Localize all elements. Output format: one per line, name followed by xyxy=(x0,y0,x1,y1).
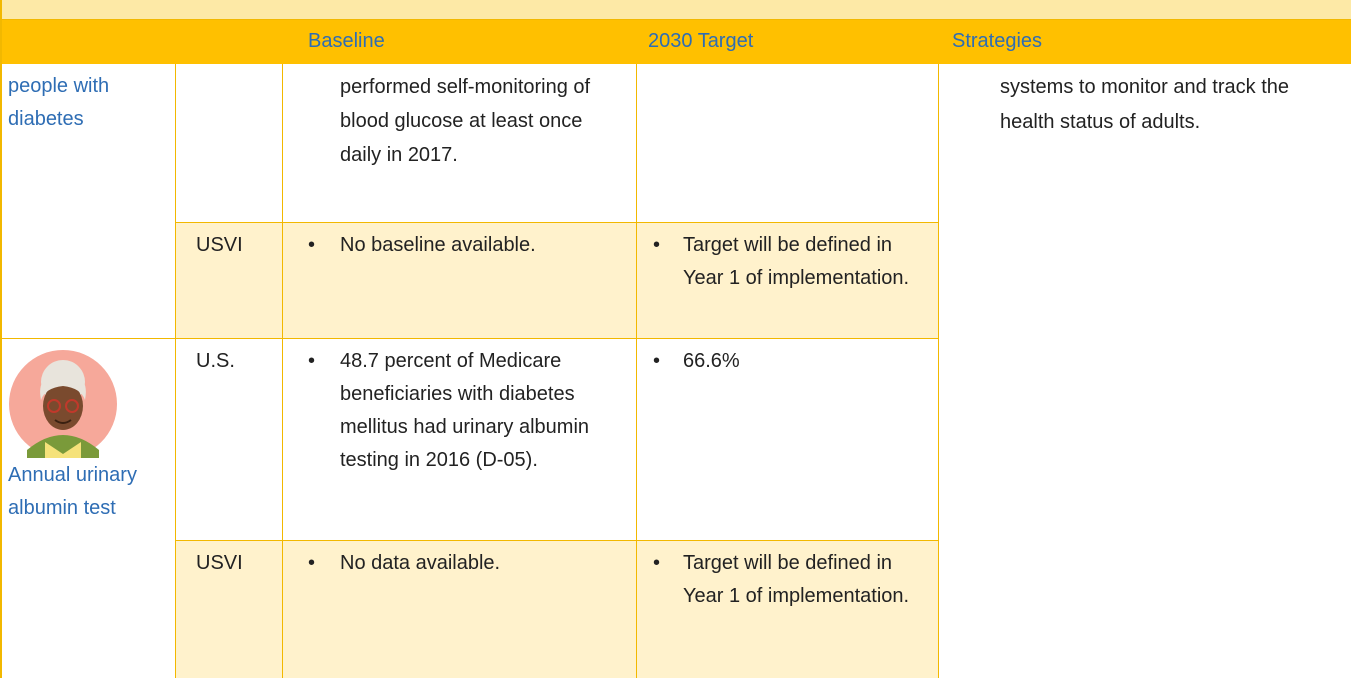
baseline-cell: performed self-monitoring of blood gluco… xyxy=(340,76,591,166)
baseline-cell: No data available. xyxy=(340,552,501,574)
region-cell: U.S. xyxy=(196,350,235,372)
bullet: • xyxy=(653,552,661,574)
group-label: people with diabetes xyxy=(8,75,110,130)
group-label: Annual urinary albumin test xyxy=(8,464,137,519)
rule xyxy=(175,222,938,223)
baseline-cell: 48.7 percent of Medicare beneficiaries w… xyxy=(340,350,590,471)
header-row xyxy=(0,20,1351,64)
target-cell: Target will be defined in Year 1 of impl… xyxy=(683,552,910,607)
rule xyxy=(282,64,283,678)
target-cell: Target will be defined in Year 1 of impl… xyxy=(683,234,910,289)
region-cell: USVI xyxy=(196,234,243,256)
avatar-icon xyxy=(9,350,117,458)
top-strip xyxy=(0,0,1351,20)
bullet: • xyxy=(308,552,316,574)
header-cell: Baseline xyxy=(308,30,385,52)
bullet: • xyxy=(308,234,316,256)
header-cell: Strategies xyxy=(952,30,1043,52)
rule xyxy=(938,64,939,678)
rule xyxy=(0,19,1351,20)
bullet: • xyxy=(653,234,661,256)
bullet: • xyxy=(308,350,316,372)
target-cell: 66.6% xyxy=(683,350,740,372)
bullet: • xyxy=(653,350,661,372)
baseline-cell: No baseline available. xyxy=(340,234,536,256)
rule xyxy=(636,64,637,678)
header-cell: 2030 Target xyxy=(648,30,754,52)
rule xyxy=(0,0,2,678)
region-cell: USVI xyxy=(196,552,243,574)
rule xyxy=(0,338,938,339)
rule xyxy=(175,540,938,541)
strategies-cell: systems to monitor and track the health … xyxy=(1000,76,1290,133)
usvi-row-bg xyxy=(175,540,938,678)
usvi-row-bg xyxy=(175,222,938,338)
rule xyxy=(175,64,176,678)
